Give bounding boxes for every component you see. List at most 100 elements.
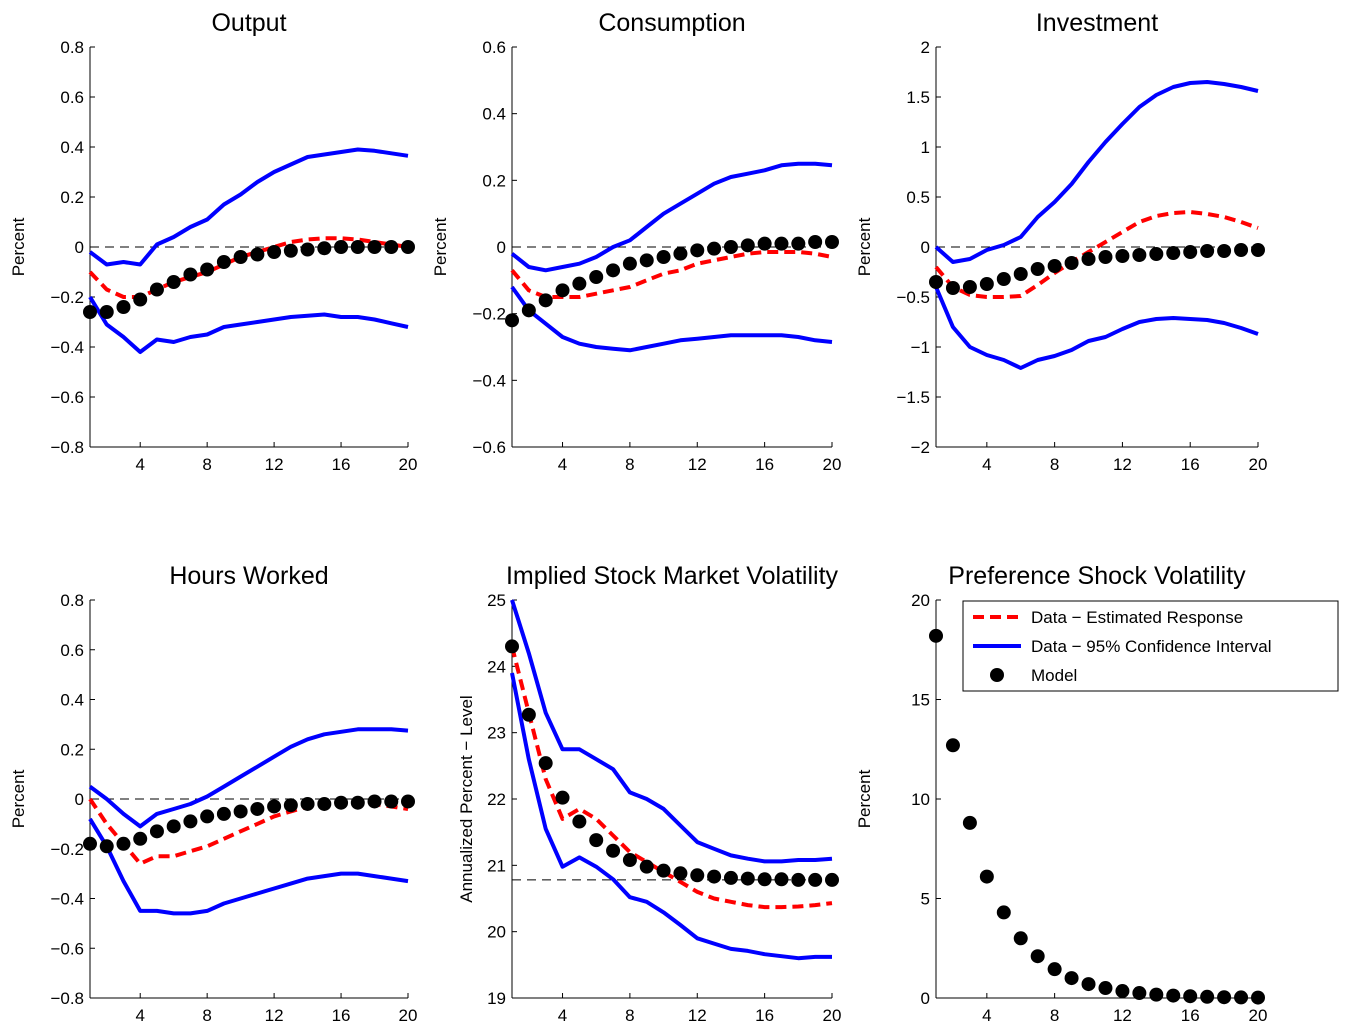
- y-tick-label: 15: [911, 691, 930, 710]
- model-point: [1149, 247, 1164, 261]
- y-tick-label: −0.4: [472, 371, 506, 390]
- model-point: [1013, 267, 1028, 281]
- panel-hours-worked: −0.8 −0.6 −0.4 −0.2 0 0.2 0.4 0.6 0.8 4 8 12 16 20 Hou…: [9, 562, 417, 1025]
- panel-implied-stock-market-volatility: 19 20 21 22 23 24 25 4 8 12 16 20 Implied Stock Mark…: [457, 562, 841, 1025]
- estimated-response-line: [510, 645, 833, 910]
- x-tick-label: 4: [558, 455, 567, 474]
- legend-label: Data − Estimated Response: [1031, 608, 1243, 627]
- model-point: [401, 240, 415, 254]
- model-point: [250, 801, 265, 816]
- confidence-upper-line: [88, 727, 409, 829]
- model-point: [505, 639, 519, 654]
- x-tick-label: 8: [202, 1006, 211, 1025]
- model-point: [1234, 243, 1249, 257]
- x-tick-label: 4: [558, 1006, 567, 1025]
- y-axis-label: Percent: [431, 217, 450, 276]
- y-tick-label: 1: [921, 138, 930, 157]
- model-point: [1064, 971, 1079, 986]
- model-point: [149, 824, 164, 839]
- model-point: [555, 790, 570, 805]
- model-point: [1132, 986, 1147, 1001]
- y-axis-label: Percent: [9, 217, 28, 276]
- model-point: [690, 868, 705, 883]
- model-point: [690, 243, 705, 258]
- y-tick-label: −1.5: [896, 388, 930, 407]
- model-point: [945, 738, 960, 753]
- y-tick-label: −2: [911, 438, 930, 457]
- model-point: [639, 859, 654, 874]
- model-point: [1081, 252, 1096, 266]
- chart-title: Hours Worked: [169, 562, 328, 590]
- x-tick-label: 8: [1050, 1006, 1059, 1025]
- model-point: [1098, 250, 1113, 264]
- y-tick-label: 0.4: [482, 105, 506, 124]
- x-tick-label: 16: [1181, 455, 1200, 474]
- x-tick-label: 12: [265, 1006, 284, 1025]
- model-point: [183, 814, 198, 829]
- confidence-upper-line: [88, 147, 409, 267]
- model-point: [367, 240, 382, 254]
- model-point: [740, 871, 755, 886]
- model-point: [200, 262, 215, 277]
- model-point: [656, 250, 671, 264]
- y-tick-label: 0.4: [60, 691, 84, 710]
- x-tick-label: 4: [135, 1006, 144, 1025]
- model-point: [317, 241, 332, 256]
- y-tick-label: 0: [921, 989, 930, 1008]
- chart-title: Consumption: [598, 9, 745, 37]
- model-point: [334, 240, 349, 254]
- x-tick-label: 8: [1050, 455, 1059, 474]
- model-point: [996, 905, 1011, 920]
- chart-title: Implied Stock Market Volatility: [506, 562, 839, 590]
- model-point: [1030, 949, 1045, 964]
- model-point: [99, 839, 114, 854]
- model-point: [1251, 990, 1265, 1005]
- model-point: [589, 270, 604, 284]
- y-tick-label: 10: [911, 790, 930, 809]
- model-point: [300, 242, 315, 257]
- model-point: [757, 872, 772, 887]
- model-point: [133, 292, 148, 307]
- model-point: [401, 794, 415, 809]
- y-tick-label: −1: [911, 338, 930, 357]
- y-axis-label: Percent: [855, 217, 874, 276]
- model-point: [1251, 243, 1265, 257]
- model-point: [606, 263, 621, 278]
- y-tick-label: 1.5: [906, 88, 930, 107]
- model-point: [538, 293, 553, 308]
- y-tick-label: 0.8: [60, 38, 84, 57]
- y-tick-label: 0.6: [60, 641, 84, 660]
- chart-title: Investment: [1036, 9, 1158, 37]
- model-point: [589, 833, 604, 848]
- model-point: [825, 872, 839, 887]
- x-tick-label: 8: [202, 455, 211, 474]
- model-point: [83, 836, 97, 851]
- legend-label: Data − 95% Confidence Interval: [1031, 637, 1272, 656]
- model-point: [200, 809, 215, 824]
- model-point: [300, 796, 315, 811]
- model-point: [384, 240, 399, 254]
- model-point: [996, 272, 1011, 286]
- model-point: [1064, 256, 1079, 270]
- model-point: [791, 872, 806, 887]
- y-tick-label: −0.2: [472, 305, 506, 324]
- model-point: [116, 300, 131, 314]
- y-tick-label: −0.6: [472, 438, 506, 457]
- model-point: [1183, 245, 1198, 259]
- model-point: [83, 305, 97, 319]
- model-point: [1166, 988, 1181, 1003]
- model-point: [505, 313, 519, 328]
- x-tick-label: 12: [1113, 455, 1132, 474]
- x-tick-label: 16: [332, 1006, 351, 1025]
- model-point: [962, 815, 977, 830]
- model-point: [1132, 248, 1147, 262]
- model-point: [1217, 244, 1232, 258]
- model-point: [808, 235, 823, 249]
- y-tick-label: 20: [487, 923, 506, 942]
- estimated-response-line: [510, 250, 833, 299]
- model-point: [962, 280, 977, 294]
- y-tick-label: 0: [75, 238, 84, 257]
- x-tick-label: 12: [688, 1006, 707, 1025]
- model-point: [384, 794, 399, 809]
- model-point: [233, 250, 248, 264]
